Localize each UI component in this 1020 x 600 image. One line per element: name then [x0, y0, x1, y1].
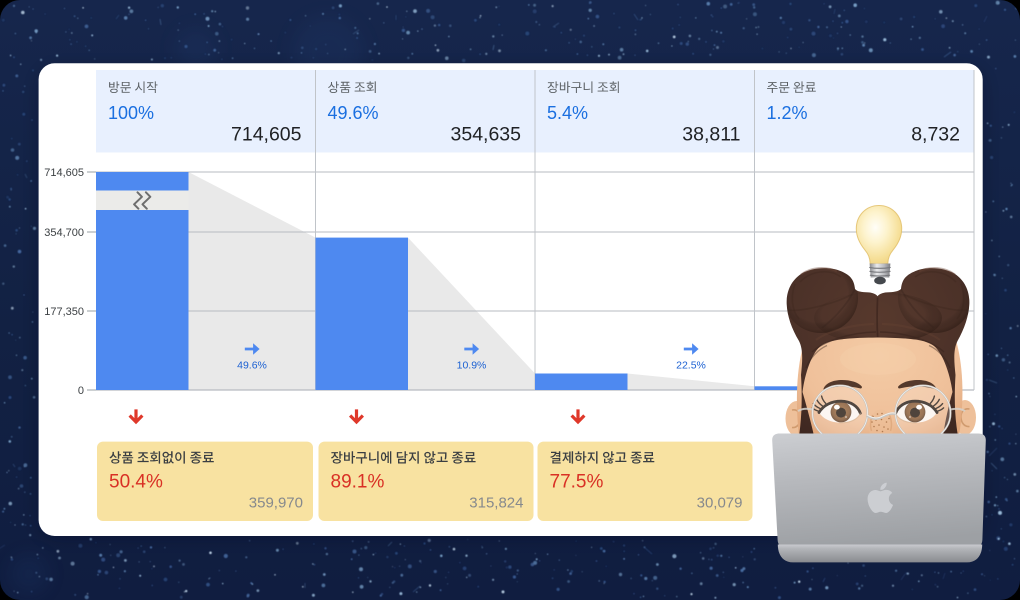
svg-text:30,079: 30,079 — [697, 495, 743, 512]
svg-text:714,605: 714,605 — [231, 124, 302, 146]
svg-text:354,700: 354,700 — [44, 227, 84, 239]
svg-text:49.6%: 49.6% — [237, 360, 267, 372]
svg-text:10.9%: 10.9% — [457, 360, 487, 372]
svg-text:38,811: 38,811 — [682, 124, 740, 146]
svg-text:0: 0 — [78, 385, 84, 397]
svg-text:354,635: 354,635 — [451, 124, 522, 146]
svg-text:50.4%: 50.4% — [109, 472, 163, 493]
svg-text:100%: 100% — [108, 103, 154, 123]
svg-text:77.5%: 77.5% — [550, 472, 604, 493]
svg-text:315,824: 315,824 — [469, 495, 523, 512]
svg-text:49.6%: 49.6% — [328, 103, 379, 123]
svg-text:359,970: 359,970 — [249, 495, 303, 512]
svg-text:177,350: 177,350 — [44, 306, 84, 318]
svg-text:22.5%: 22.5% — [676, 360, 706, 372]
svg-text:8,732: 8,732 — [911, 124, 960, 146]
svg-text:5.4%: 5.4% — [547, 103, 588, 123]
svg-text:1.2%: 1.2% — [767, 103, 808, 123]
svg-text:89.1%: 89.1% — [331, 472, 385, 493]
svg-text:714,605: 714,605 — [44, 167, 84, 179]
